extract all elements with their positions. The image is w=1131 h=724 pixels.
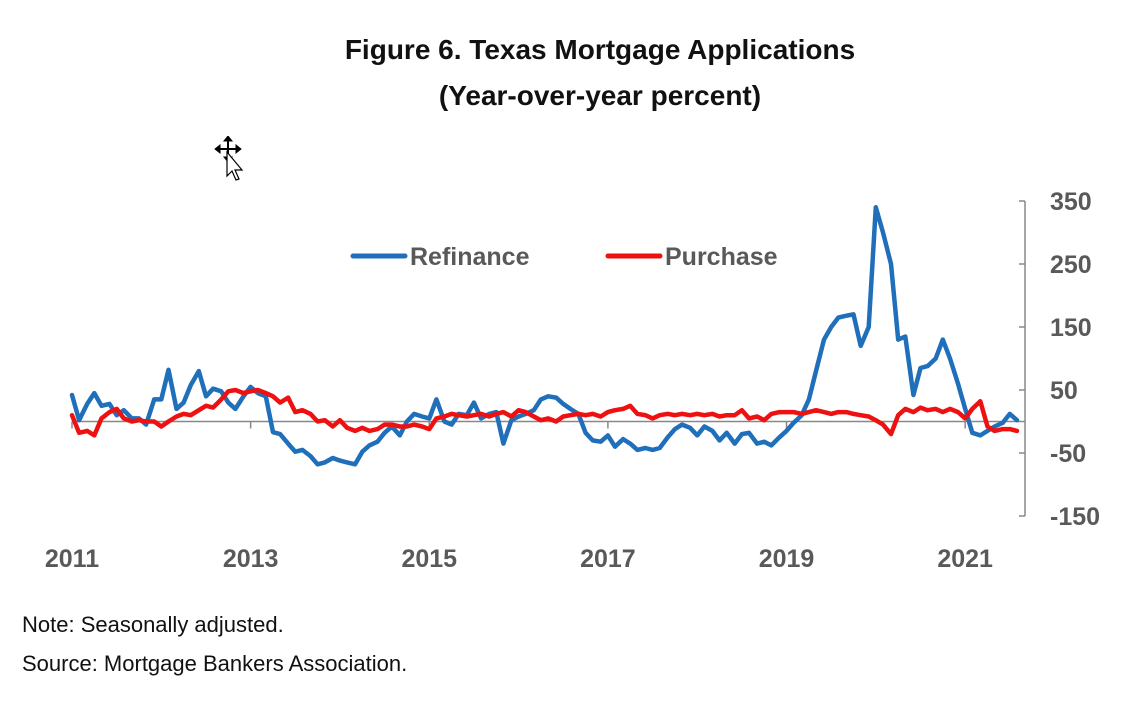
- y-tick-label: -50: [1050, 440, 1086, 468]
- line-chart: 350 250 150 50 -50 -150 2011 2013 2015 2017 2019 20…: [45, 188, 1100, 573]
- x-tick-label: 2021: [937, 545, 993, 573]
- y-tick-label: 50: [1050, 377, 1078, 405]
- x-tick-label: 2013: [223, 545, 279, 573]
- x-tick-label: 2015: [401, 545, 457, 573]
- x-tick-label: 2017: [580, 545, 636, 573]
- y-tick-label: 250: [1050, 251, 1092, 279]
- x-tick-label: 2019: [759, 545, 815, 573]
- legend-label-purchase: Purchase: [665, 243, 778, 271]
- y-tick-label: 150: [1050, 314, 1092, 342]
- note-text: Note: Seasonally adjusted.: [22, 612, 284, 637]
- x-tick-label: 2011: [45, 545, 99, 573]
- move-cursor-icon: [214, 136, 244, 181]
- source-text: Source: Mortgage Bankers Association.: [22, 651, 408, 676]
- series-line-refinance: [69, 205, 1020, 467]
- legend-label-refinance: Refinance: [410, 243, 530, 271]
- chart-title: Figure 6. Texas Mortgage Applications: [344, 34, 856, 65]
- y-tick-label: 350: [1050, 188, 1092, 216]
- y-tick-label: -150: [1050, 503, 1100, 531]
- chart-subtitle: (Year-over-year percent): [438, 80, 762, 111]
- series-line-purchase: [69, 387, 1020, 438]
